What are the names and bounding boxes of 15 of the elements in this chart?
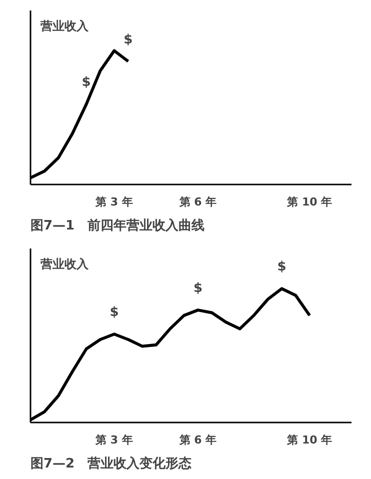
text: $ xyxy=(277,260,286,275)
text: 图7—2 营业收入变化形态 xyxy=(30,456,193,472)
x-tick-label: 第 6 年 xyxy=(178,196,217,208)
annotation: $ xyxy=(82,75,91,90)
x-tick-label: 第 10 年 xyxy=(286,434,332,446)
x-tick-label: 第 10 年 xyxy=(286,196,332,208)
annotation: $ xyxy=(110,305,119,320)
x-tick-label: 第 3 年 xyxy=(94,196,133,208)
x-tick-label: 第 6 年 xyxy=(178,434,217,446)
text: 图7—1 前四年营业收入曲线 xyxy=(30,218,205,234)
x-tick-label: 第 3 年 xyxy=(94,434,133,446)
y-axis-title: 营业收入 xyxy=(40,257,90,272)
text: $ xyxy=(124,32,133,48)
annotation: $ xyxy=(193,281,202,296)
y-axis-title: 营业收入 xyxy=(40,19,90,34)
